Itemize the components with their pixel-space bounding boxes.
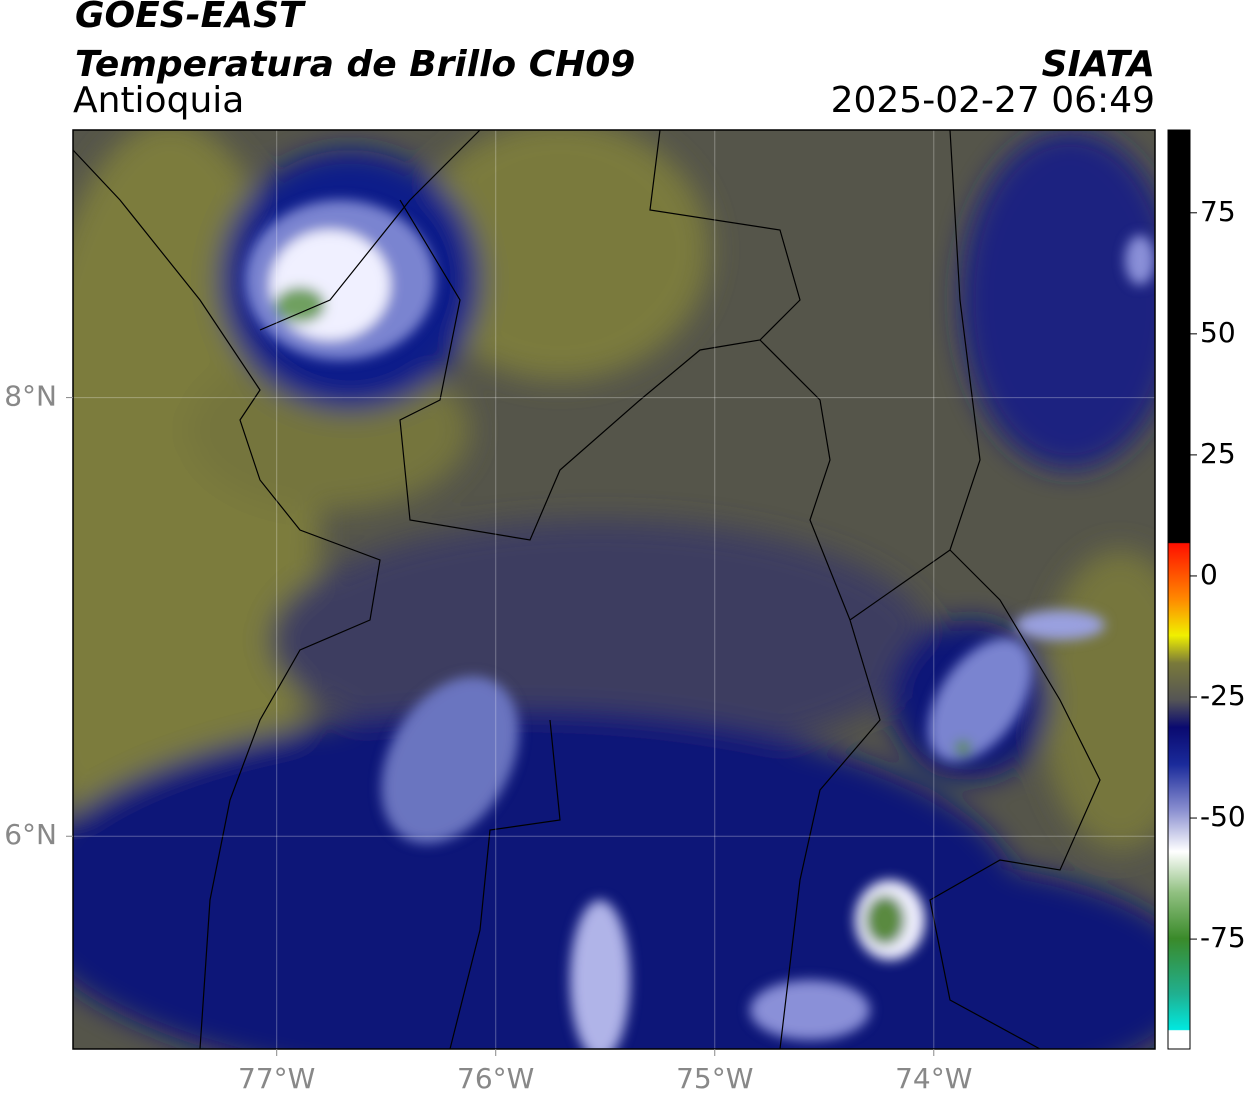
timestamp: 2025-02-27 06:49 (831, 80, 1155, 121)
colorbar-tick-label: -75 (1200, 921, 1246, 954)
y-tick-label: 8°N (4, 380, 57, 413)
source: SIATA (1042, 44, 1155, 85)
satellite-image (73, 130, 1155, 1049)
subtitle: Temperatura de Brillo CH09 (75, 44, 635, 85)
region: Antioquia (73, 80, 244, 121)
colorbar-tick-label: -25 (1200, 679, 1246, 712)
colorbar-tick-label: -50 (1200, 800, 1246, 833)
x-tick-label: 74°W (895, 1062, 972, 1095)
colorbar (1167, 129, 1191, 1050)
y-tick-label: 6°N (4, 818, 57, 851)
map-frame (72, 129, 1156, 1050)
x-tick-label: 76°W (457, 1062, 534, 1095)
colorbar-tick-label: 0 (1200, 558, 1218, 591)
colorbar-tick-label: 75 (1200, 195, 1236, 228)
x-tick-label: 75°W (676, 1062, 753, 1095)
grid (73, 130, 1155, 1049)
colorbar-tick-label: 50 (1200, 316, 1236, 349)
colorbar-tick-label: 25 (1200, 437, 1236, 470)
title: GOES-EAST (75, 0, 306, 36)
x-tick-label: 77°W (238, 1062, 315, 1095)
